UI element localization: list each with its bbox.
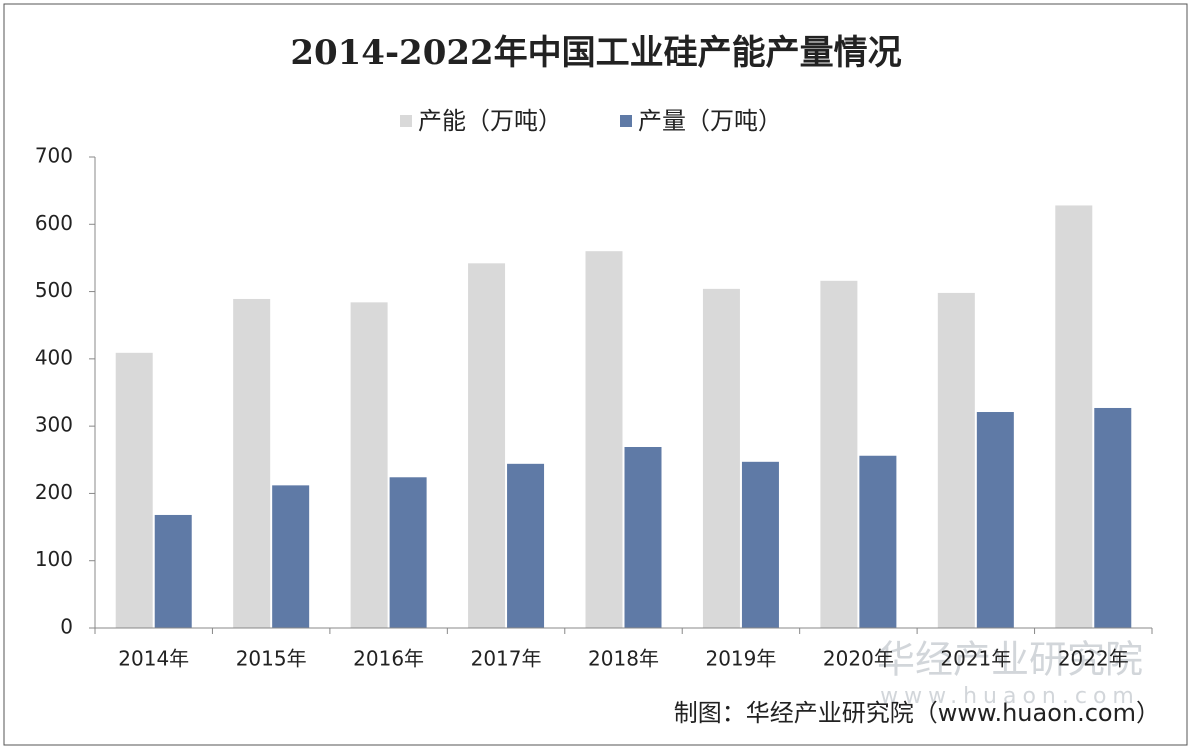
watermark-name: 华经产业研究院 [877,638,1143,682]
x-tick-label: 2016年 [353,647,424,671]
x-tick-label: 2017年 [471,647,542,671]
x-tick-label: 2019年 [705,647,776,671]
source: 制图：华经产业研究院（www.huaon.com） [674,699,1160,727]
bar [585,251,623,628]
bar [468,263,506,628]
bar [115,352,153,628]
bar [624,447,662,628]
y-tick-label: 200 [35,480,73,504]
bar [859,455,897,628]
y-tick-label: 500 [35,278,73,302]
bar [389,477,427,628]
y-tick-label: 300 [35,413,73,437]
chart-title: 2014-2022年中国工业硅产能产量情况 [290,33,901,73]
bar [702,288,740,628]
x-tick-label: 2022年 [1058,647,1129,671]
bar [233,298,271,628]
x-tick-label: 2020年 [823,647,894,671]
legend-label: 产能（万吨） [418,107,562,135]
x-tick-label: 2021年 [940,647,1011,671]
x-tick-label: 2014年 [118,647,189,671]
y-tick-label: 400 [35,345,73,369]
bar [741,461,779,628]
bar [1094,407,1132,628]
watermark-url: www.huaon.com [880,684,1140,709]
y-tick-label: 0 [60,615,73,639]
y-tick-label: 600 [35,211,73,235]
x-tick-label: 2018年 [588,647,659,671]
bar [507,463,545,628]
legend-swatch [400,115,412,127]
bar [820,280,858,628]
legend-label: 产量（万吨） [638,107,782,135]
bar [350,302,388,628]
bar [1055,205,1093,628]
bar [976,412,1014,628]
legend-swatch [620,115,632,127]
y-tick-label: 700 [35,144,73,168]
x-tick-label: 2015年 [236,647,307,671]
bar [937,292,975,628]
bar [272,485,310,628]
bar [154,514,192,628]
y-tick-label: 100 [35,547,73,571]
